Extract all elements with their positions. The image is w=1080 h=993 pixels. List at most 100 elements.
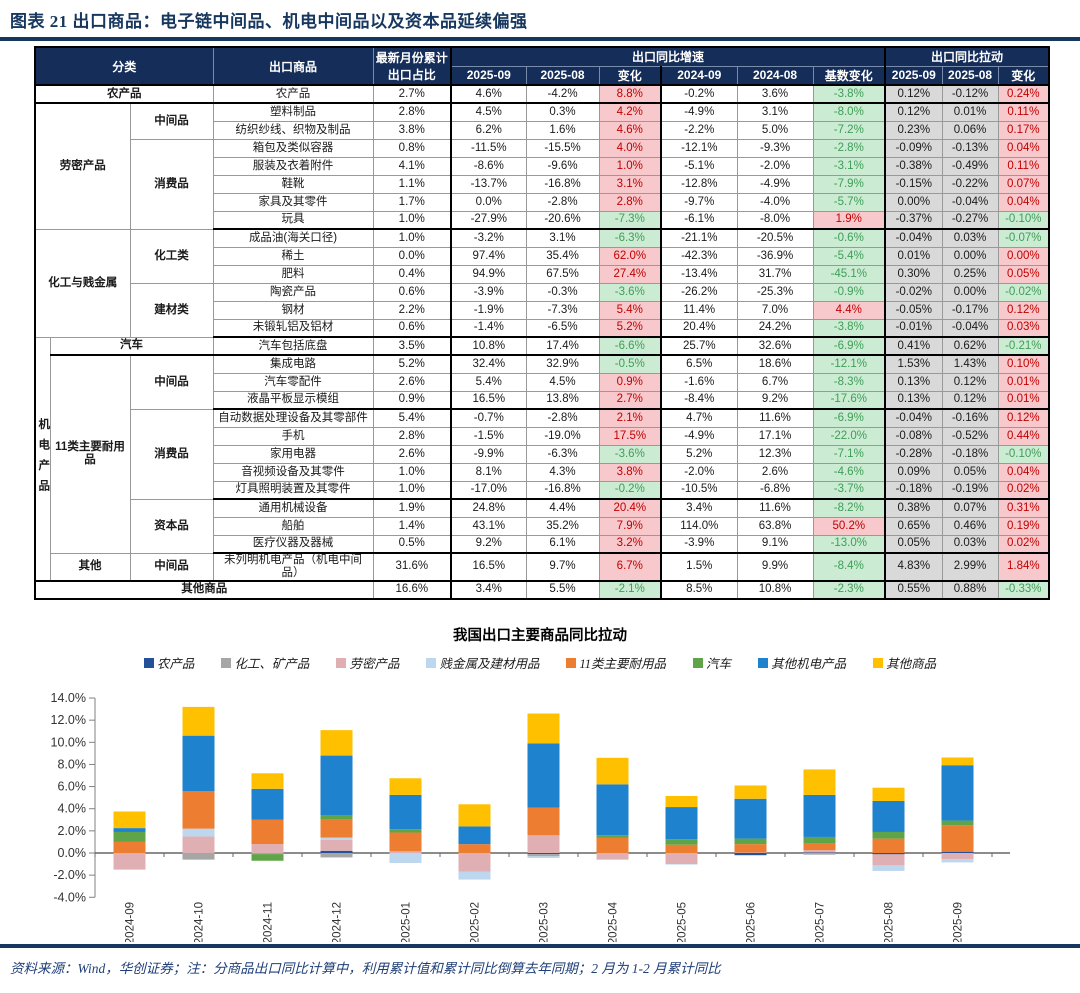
- bar-segment: [527, 713, 560, 744]
- value-cell: -0.12%: [941, 84, 999, 104]
- value-cell: -2.1%: [598, 580, 663, 600]
- column-header: 2025-09: [450, 65, 527, 86]
- value-cell: 0.03%: [997, 318, 1050, 338]
- category-cell: 机电产品: [34, 336, 51, 582]
- bar-segment: [182, 791, 215, 829]
- value-cell: 9.1%: [736, 534, 814, 554]
- value-cell: 0.00%: [884, 192, 943, 212]
- value-cell: -2.0%: [736, 156, 814, 176]
- value-cell: -9.6%: [525, 156, 600, 176]
- value-cell: 0.09%: [884, 462, 943, 482]
- value-cell: 0.0%: [450, 192, 527, 212]
- value-cell: 0.30%: [884, 264, 943, 284]
- legend-item: 劳密产品: [336, 653, 399, 672]
- value-cell: 0.65%: [884, 516, 943, 536]
- bar-segment: [251, 844, 284, 853]
- legend-swatch-icon: [143, 657, 154, 668]
- value-cell: 2.7%: [372, 84, 453, 104]
- value-cell: 0.25%: [941, 264, 999, 284]
- column-header: 基数变化: [812, 65, 887, 86]
- value-cell: 8.1%: [450, 462, 527, 482]
- product-cell: 家具及其零件: [212, 192, 374, 212]
- value-cell: 10.8%: [450, 336, 527, 356]
- value-cell: 5.2%: [660, 444, 738, 464]
- bar-segment: [941, 853, 974, 860]
- value-cell: 6.5%: [660, 354, 738, 374]
- value-cell: 7.9%: [598, 516, 663, 536]
- bar-segment: [182, 828, 215, 837]
- product-cell: 塑料制品: [212, 102, 374, 122]
- bar-segment: [941, 757, 974, 766]
- value-cell: -25.3%: [736, 282, 814, 302]
- value-cell: -42.3%: [660, 246, 738, 266]
- value-cell: 0.23%: [884, 120, 943, 140]
- value-cell: -12.1%: [660, 138, 738, 158]
- value-cell: 0.02%: [997, 534, 1050, 554]
- bar-segment: [182, 735, 215, 792]
- value-cell: -6.3%: [598, 228, 663, 248]
- x-axis-tick-label: 2025-08: [884, 902, 896, 942]
- value-cell: 2.8%: [372, 426, 453, 446]
- bar-segment: [734, 853, 767, 856]
- value-cell: 97.4%: [450, 246, 527, 266]
- value-cell: 2.6%: [372, 444, 453, 464]
- product-cell: 液晶平板显示模组: [212, 390, 374, 410]
- value-cell: 0.9%: [598, 372, 663, 392]
- bar-segment: [182, 836, 215, 853]
- x-axis-tick-label: 2025-05: [677, 902, 689, 942]
- value-cell: -8.2%: [812, 498, 887, 518]
- legend-swatch-icon: [426, 657, 437, 668]
- value-cell: 1.84%: [997, 552, 1050, 582]
- value-cell: 20.4%: [660, 318, 738, 338]
- value-cell: 7.0%: [736, 300, 814, 320]
- column-header: 2024-08: [736, 65, 814, 86]
- bar-segment: [113, 853, 146, 870]
- bar-segment: [320, 755, 353, 816]
- value-cell: 2.8%: [598, 192, 663, 212]
- bar-segment: [389, 778, 422, 795]
- value-cell: -3.7%: [812, 480, 887, 500]
- product-cell: 通用机械设备: [212, 498, 374, 518]
- x-axis-tick-label: 2025-04: [608, 901, 620, 942]
- bar-segment: [734, 838, 767, 845]
- value-cell: 32.4%: [450, 354, 527, 374]
- category-cell: 其他商品: [34, 580, 374, 600]
- bar-segment: [803, 794, 836, 837]
- value-cell: 0.24%: [997, 84, 1050, 104]
- header-pull-group: 出口同比拉动: [884, 46, 1050, 67]
- page-title: 图表 21 出口商品：电子链中间品、机电中间品以及资本品延续偏强: [10, 12, 528, 31]
- product-cell: 灯具照明装置及其零件: [212, 480, 374, 500]
- value-cell: 4.2%: [598, 102, 663, 122]
- value-cell: 3.8%: [598, 462, 663, 482]
- header-share: 最新月份累计 出口占比: [372, 46, 453, 86]
- product-cell: 未列明机电产品（机电中间品）: [212, 552, 374, 582]
- value-cell: -1.4%: [450, 318, 527, 338]
- value-cell: -3.8%: [812, 318, 887, 338]
- value-cell: 1.7%: [372, 192, 453, 212]
- value-cell: -1.6%: [660, 372, 738, 392]
- header-share-line1: 最新月份累计: [375, 51, 448, 65]
- value-cell: -2.3%: [812, 580, 887, 600]
- product-cell: 成品油(海关口径): [212, 228, 374, 248]
- bar-segment: [734, 844, 767, 853]
- value-cell: 0.00%: [941, 282, 999, 302]
- value-cell: -20.6%: [525, 210, 600, 230]
- x-axis-tick-label: 2024-12: [332, 902, 344, 942]
- value-cell: -4.9%: [736, 174, 814, 194]
- bar-segment: [941, 851, 974, 853]
- bar-segment: [113, 831, 146, 842]
- value-cell: 1.1%: [372, 174, 453, 194]
- value-cell: 5.0%: [736, 120, 814, 140]
- value-cell: 9.2%: [736, 390, 814, 410]
- bar-segment: [872, 800, 905, 832]
- value-cell: -8.6%: [450, 156, 527, 176]
- value-cell: 1.0%: [372, 480, 453, 500]
- value-cell: -0.6%: [812, 228, 887, 248]
- value-cell: 17.5%: [598, 426, 663, 446]
- value-cell: -6.6%: [598, 336, 663, 356]
- bar-segment: [596, 837, 629, 853]
- value-cell: -6.9%: [812, 408, 887, 428]
- value-cell: -0.18%: [884, 480, 943, 500]
- value-cell: -0.04%: [941, 192, 999, 212]
- bar-segment: [665, 853, 698, 865]
